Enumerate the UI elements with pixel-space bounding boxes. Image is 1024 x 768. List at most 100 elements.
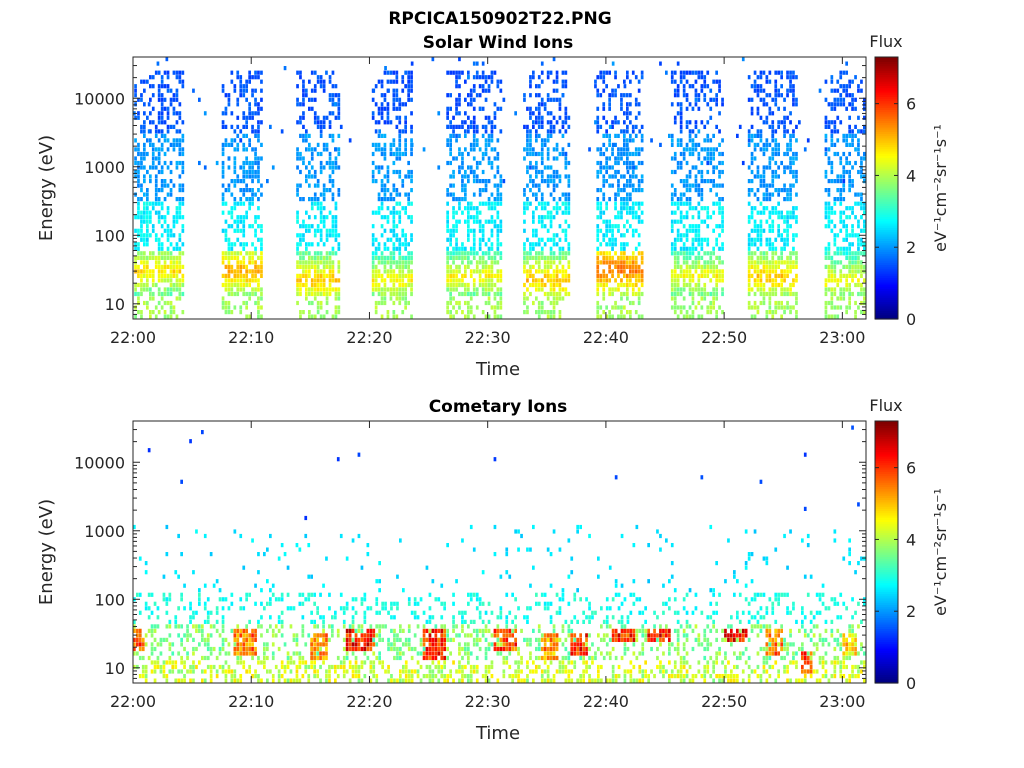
solar-wind-cell [789, 70, 792, 75]
solar-wind-cell [691, 151, 695, 157]
solar-wind-cell [694, 120, 698, 125]
solar-wind-cell [242, 174, 246, 179]
solar-wind-cell [308, 133, 311, 138]
solar-wind-cell [768, 142, 772, 147]
solar-wind-cell [143, 111, 146, 116]
solar-wind-cell [242, 133, 246, 138]
solar-wind-cell [608, 70, 611, 75]
solar-wind-cell [712, 228, 715, 233]
solar-wind-cell [134, 147, 137, 152]
solar-wind-cell [319, 129, 323, 134]
solar-wind-cell [679, 151, 683, 157]
solar-wind-cell [827, 124, 831, 129]
solar-wind-cell [233, 169, 237, 175]
cometary-cell [153, 664, 157, 670]
cometary-cell [162, 597, 166, 602]
solar-wind-cell [827, 251, 831, 256]
colorbar-segment [875, 212, 898, 215]
solar-wind-cell [845, 246, 848, 251]
solar-wind-cell [824, 115, 828, 120]
solar-wind-cell [523, 291, 526, 297]
solar-wind-cell [783, 215, 786, 220]
solar-wind-cell [157, 97, 161, 102]
solar-wind-cell [774, 278, 778, 283]
solar-wind-cell [567, 201, 571, 206]
cometary-cell [195, 624, 198, 629]
solar-wind-cell [398, 273, 402, 278]
solar-wind-cell [706, 133, 710, 138]
solar-wind-cell [305, 291, 308, 297]
solar-wind-cell [469, 165, 473, 170]
solar-wind-cell [487, 291, 491, 297]
solar-wind-cell [836, 282, 840, 288]
solar-wind-cell [631, 228, 635, 233]
solar-wind-cell [546, 183, 550, 188]
solar-wind-cell [620, 246, 623, 251]
solar-wind-cell [673, 255, 677, 260]
solar-wind-cell [160, 269, 164, 274]
solar-wind-cell [254, 269, 257, 274]
solar-wind-cell [469, 251, 473, 256]
solar-wind-cell [771, 224, 775, 229]
solar-wind-cell [620, 156, 623, 161]
solar-wind-cell [659, 61, 662, 66]
solar-wind-cell [596, 260, 600, 265]
solar-wind-cell [371, 251, 375, 256]
solar-wind-cell [319, 291, 323, 297]
solar-wind-cell [546, 75, 550, 80]
solar-wind-cell [700, 174, 704, 179]
solar-wind-cell [331, 197, 335, 202]
solar-wind-cell [149, 291, 152, 297]
solar-wind-cell [637, 188, 641, 193]
solar-wind-cell [634, 269, 638, 274]
solar-wind-cell [611, 120, 614, 125]
solar-wind-cell [762, 165, 766, 170]
solar-wind-cell [709, 255, 713, 260]
cometary-cell [254, 674, 257, 679]
solar-wind-cell [469, 291, 473, 297]
solar-wind-cell [762, 142, 766, 147]
solar-wind-cell [242, 260, 246, 265]
solar-wind-cell [759, 291, 763, 297]
cometary-cell [257, 678, 260, 683]
solar-wind-cell [166, 147, 170, 152]
solar-wind-cell [836, 88, 840, 93]
cometary-cell [147, 655, 151, 661]
cometary-cell [239, 655, 243, 661]
solar-wind-cell [555, 282, 559, 288]
solar-wind-cell [848, 179, 851, 184]
solar-wind-cell [172, 260, 176, 265]
solar-wind-cell [700, 160, 704, 166]
solar-wind-cell [555, 273, 559, 278]
solar-wind-cell [134, 169, 137, 175]
solar-wind-cell [257, 169, 260, 175]
solar-wind-cell [149, 273, 152, 278]
solar-wind-cell [753, 174, 757, 179]
solar-wind-cell [221, 228, 225, 233]
solar-wind-cell [626, 93, 629, 98]
solar-wind-cell [605, 147, 608, 152]
solar-wind-cell [679, 115, 683, 120]
solar-wind-cell [392, 273, 396, 278]
cometary-cell [147, 606, 151, 611]
solar-wind-cell [697, 75, 701, 80]
solar-wind-cell [596, 147, 600, 152]
solar-wind-cell [478, 282, 482, 288]
solar-wind-cell [337, 287, 341, 292]
cometary-cell [171, 642, 175, 647]
solar-wind-cell [768, 300, 772, 306]
solar-wind-cell [623, 160, 626, 166]
solar-wind-cell [691, 314, 695, 319]
solar-wind-cell [137, 255, 140, 260]
solar-wind-cell [712, 251, 715, 256]
solar-wind-cell [322, 269, 326, 274]
solar-wind-cell [697, 156, 701, 161]
solar-wind-cell [160, 246, 164, 251]
solar-wind-cell [537, 269, 541, 274]
solar-wind-cell [166, 291, 170, 297]
solar-wind-cell [626, 260, 629, 265]
solar-wind-cell [833, 224, 837, 229]
solar-wind-cell [561, 269, 565, 274]
solar-wind-cell [154, 147, 158, 152]
solar-wind-cell [310, 291, 314, 297]
